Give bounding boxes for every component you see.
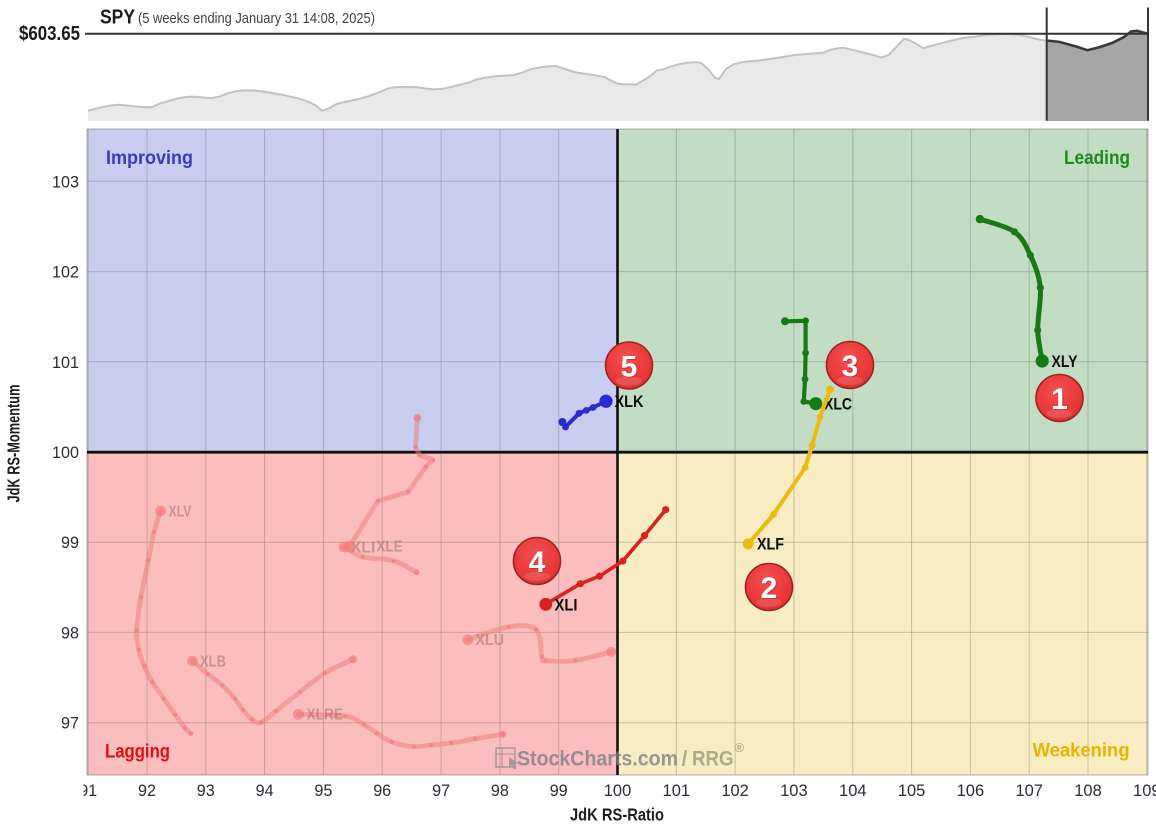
svg-text:92: 92	[138, 781, 156, 800]
svg-text:XLI: XLI	[351, 540, 376, 557]
svg-text:99: 99	[550, 781, 568, 800]
svg-text:1: 1	[1051, 383, 1068, 416]
svg-text:StockCharts.com: StockCharts.com	[517, 747, 678, 771]
svg-text:XLE: XLE	[377, 539, 403, 556]
svg-text:4: 4	[529, 546, 546, 579]
svg-text:109: 109	[1133, 781, 1156, 800]
svg-text:XLC: XLC	[824, 395, 852, 414]
svg-text:93: 93	[197, 781, 215, 800]
svg-text:5: 5	[622, 352, 639, 385]
svg-text:1: 1	[1052, 384, 1069, 417]
svg-text:/: /	[682, 747, 688, 771]
svg-text:98: 98	[491, 781, 509, 800]
svg-text:4: 4	[530, 547, 547, 580]
svg-text:XLI: XLI	[555, 596, 578, 615]
svg-text:98: 98	[61, 623, 79, 642]
svg-text:3: 3	[842, 350, 859, 383]
svg-text:106: 106	[957, 781, 985, 800]
svg-text:JdK RS-Momentum: JdK RS-Momentum	[4, 385, 24, 503]
svg-text:99: 99	[61, 533, 79, 552]
svg-text:JdK RS-Ratio: JdK RS-Ratio	[570, 805, 664, 825]
svg-text:$603.65: $603.65	[19, 23, 80, 45]
svg-text:103: 103	[52, 172, 79, 191]
svg-text:100: 100	[604, 781, 632, 800]
svg-text:94: 94	[256, 781, 274, 800]
svg-text:97: 97	[61, 714, 79, 733]
svg-text:107: 107	[1015, 781, 1043, 800]
svg-text:Leading: Leading	[1064, 148, 1130, 169]
svg-text:91: 91	[79, 781, 97, 800]
svg-text:XLB: XLB	[200, 654, 226, 671]
svg-text:(5 weeks ending January 31 14:: (5 weeks ending January 31 14:08, 2025)	[138, 10, 375, 27]
svg-text:SPY: SPY	[100, 7, 136, 29]
svg-text:96: 96	[373, 781, 391, 800]
svg-text:102: 102	[721, 781, 749, 800]
svg-text:XLU: XLU	[476, 632, 505, 649]
svg-text:Lagging: Lagging	[105, 742, 170, 763]
svg-text:®: ®	[735, 740, 745, 755]
svg-text:102: 102	[52, 263, 79, 282]
svg-text:3: 3	[843, 351, 860, 384]
svg-text:XLY: XLY	[1052, 352, 1079, 371]
svg-text:XLF: XLF	[757, 535, 784, 554]
svg-text:103: 103	[780, 781, 808, 800]
svg-text:Improving: Improving	[106, 148, 193, 169]
svg-text:2: 2	[761, 572, 778, 605]
svg-text:105: 105	[898, 781, 926, 800]
svg-text:104: 104	[839, 781, 867, 800]
svg-text:101: 101	[663, 781, 691, 800]
svg-text:95: 95	[314, 781, 332, 800]
svg-text:108: 108	[1074, 781, 1102, 800]
svg-text:97: 97	[432, 781, 450, 800]
svg-text:XLV: XLV	[169, 504, 193, 521]
svg-text:RRG: RRG	[692, 747, 734, 771]
svg-text:Weakening: Weakening	[1033, 741, 1130, 762]
svg-text:5: 5	[621, 351, 638, 384]
svg-text:2: 2	[762, 573, 779, 606]
svg-text:100: 100	[52, 443, 79, 462]
svg-text:XLRE: XLRE	[307, 707, 344, 724]
svg-text:101: 101	[52, 353, 79, 372]
svg-text:XLK: XLK	[615, 392, 645, 411]
